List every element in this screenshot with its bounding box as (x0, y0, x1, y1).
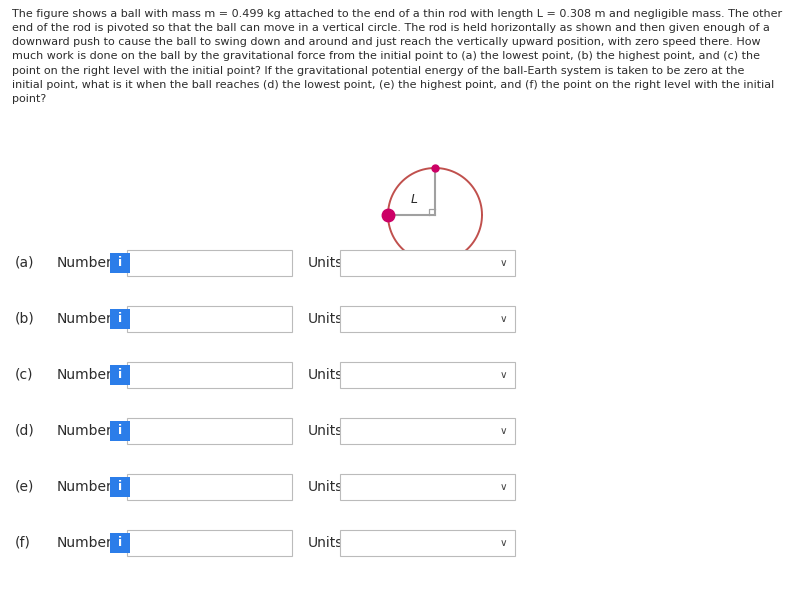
Text: Number: Number (57, 480, 113, 494)
Text: (a): (a) (15, 256, 35, 270)
FancyBboxPatch shape (110, 253, 130, 273)
Text: Number: Number (57, 312, 113, 326)
Text: Number: Number (57, 368, 113, 382)
FancyBboxPatch shape (110, 365, 130, 385)
Text: Units: Units (308, 312, 343, 326)
Text: i: i (118, 256, 122, 270)
FancyBboxPatch shape (127, 418, 292, 444)
FancyBboxPatch shape (340, 362, 515, 388)
Text: Units: Units (308, 368, 343, 382)
Text: ∨: ∨ (499, 370, 507, 380)
FancyBboxPatch shape (340, 250, 515, 276)
Text: i: i (118, 424, 122, 438)
FancyBboxPatch shape (127, 530, 292, 556)
Text: (e): (e) (15, 480, 34, 494)
Text: Number: Number (57, 536, 113, 550)
Text: ∨: ∨ (499, 314, 507, 324)
Text: (c): (c) (15, 368, 33, 382)
Text: Number: Number (57, 256, 113, 270)
FancyBboxPatch shape (340, 530, 515, 556)
Text: i: i (118, 481, 122, 493)
FancyBboxPatch shape (127, 306, 292, 332)
FancyBboxPatch shape (110, 309, 130, 329)
FancyBboxPatch shape (340, 474, 515, 500)
Text: $\it{L}$: $\it{L}$ (410, 193, 418, 206)
Text: (f): (f) (15, 536, 31, 550)
Text: ∨: ∨ (499, 538, 507, 548)
Text: Number: Number (57, 424, 113, 438)
Text: ∨: ∨ (499, 482, 507, 492)
Text: ∨: ∨ (499, 258, 507, 268)
Text: i: i (118, 368, 122, 382)
Text: Units: Units (308, 424, 343, 438)
Text: Units: Units (308, 256, 343, 270)
FancyBboxPatch shape (340, 306, 515, 332)
Text: i: i (118, 313, 122, 325)
FancyBboxPatch shape (110, 421, 130, 441)
Text: i: i (118, 536, 122, 550)
Text: (b): (b) (15, 312, 35, 326)
FancyBboxPatch shape (340, 418, 515, 444)
FancyBboxPatch shape (110, 533, 130, 553)
Text: Units: Units (308, 536, 343, 550)
FancyBboxPatch shape (110, 477, 130, 497)
Text: Units: Units (308, 480, 343, 494)
Text: (d): (d) (15, 424, 35, 438)
Text: The figure shows a ball with mass m = 0.499 kg attached to the end of a thin rod: The figure shows a ball with mass m = 0.… (12, 9, 782, 104)
FancyBboxPatch shape (127, 250, 292, 276)
FancyBboxPatch shape (127, 474, 292, 500)
Text: ∨: ∨ (499, 426, 507, 436)
FancyBboxPatch shape (127, 362, 292, 388)
